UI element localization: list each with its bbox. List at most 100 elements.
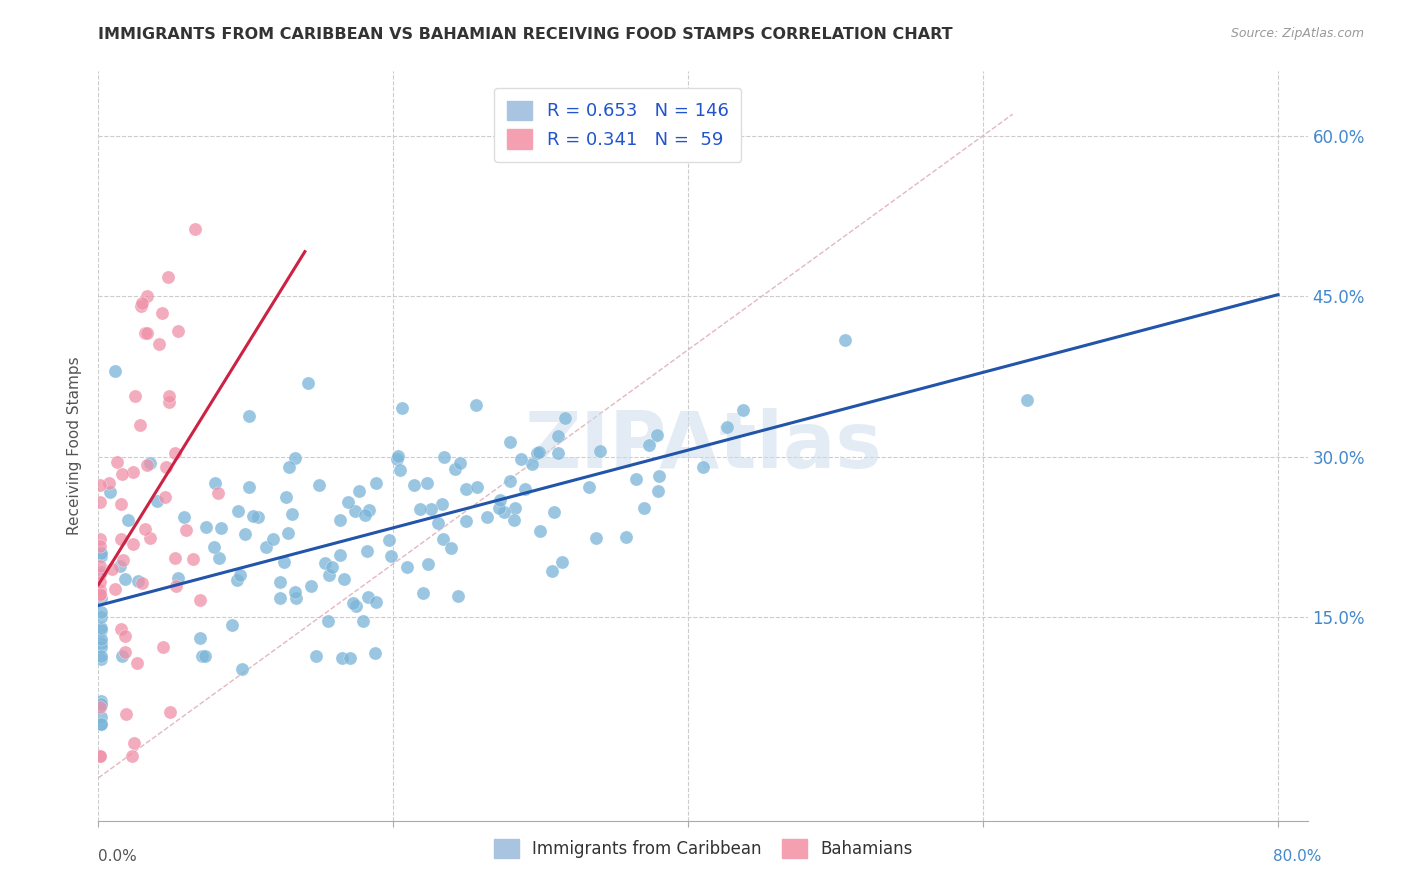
Point [231,662,253,676]
Point [418,557,440,571]
Point [503,513,526,527]
Point [129,418,152,433]
Point [624,472,647,486]
Point [363,646,385,660]
Point [207,486,229,500]
Point [159,706,181,720]
Point [108,558,131,573]
Point [585,531,607,545]
Point [114,707,136,722]
Point [308,478,330,492]
Point [247,510,270,524]
Point [277,525,299,540]
Point [456,482,478,496]
Point [614,530,637,544]
Point [124,389,146,403]
Y-axis label: Receiving Food Stamps: Receiving Food Stamps [67,357,83,535]
Point [233,527,256,541]
Point [238,480,260,494]
Point [89,539,111,553]
Point [356,544,378,558]
Point [1015,392,1038,407]
Point [148,337,170,351]
Point [344,504,367,518]
Point [97,475,120,490]
Point [90,697,112,711]
Point [111,467,134,481]
Point [274,490,297,504]
Point [527,445,550,459]
Point [273,555,295,569]
Point [336,495,359,509]
Legend: Immigrants from Caribbean, Bahamians: Immigrants from Caribbean, Bahamians [486,833,920,864]
Point [454,514,477,528]
Point [135,458,157,473]
Point [409,501,432,516]
Point [134,522,156,536]
Point [89,583,111,598]
Point [342,596,364,610]
Point [529,524,551,539]
Point [150,306,173,320]
Point [262,533,284,547]
Point [380,549,402,563]
Point [153,491,176,505]
Point [339,651,361,665]
Point [121,537,143,551]
Point [330,650,353,665]
Point [165,579,187,593]
Point [551,555,574,569]
Point [440,541,463,555]
Point [432,532,454,546]
Point [90,624,112,638]
Point [449,456,471,470]
Point [395,560,418,574]
Point [127,574,149,588]
Point [89,749,111,764]
Point [692,460,714,475]
Point [110,497,132,511]
Point [114,572,136,586]
Point [321,559,343,574]
Point [90,632,112,646]
Point [238,409,260,424]
Point [90,640,112,655]
Point [111,648,134,663]
Point [134,326,156,341]
Point [447,589,470,603]
Point [526,446,548,460]
Point [89,566,111,581]
Point [183,222,205,236]
Point [515,483,537,497]
Text: Source: ZipAtlas.com: Source: ZipAtlas.com [1230,27,1364,40]
Point [226,573,249,587]
Point [191,649,214,664]
Point [121,465,143,479]
Point [90,621,112,635]
Point [404,478,426,492]
Point [352,615,374,629]
Point [89,699,111,714]
Point [503,500,526,515]
Point [90,717,112,731]
Point [378,533,401,548]
Point [499,434,522,449]
Point [105,455,128,469]
Point [633,501,655,516]
Point [554,410,576,425]
Point [110,622,132,636]
Point [173,510,195,524]
Point [333,573,356,587]
Point [420,501,443,516]
Point [117,513,139,527]
Point [277,459,299,474]
Point [543,505,565,519]
Point [226,504,249,518]
Point [167,324,190,338]
Point [391,401,413,416]
Point [194,520,217,534]
Point [357,503,380,517]
Point [103,582,125,596]
Point [90,605,112,619]
Point [443,462,465,476]
